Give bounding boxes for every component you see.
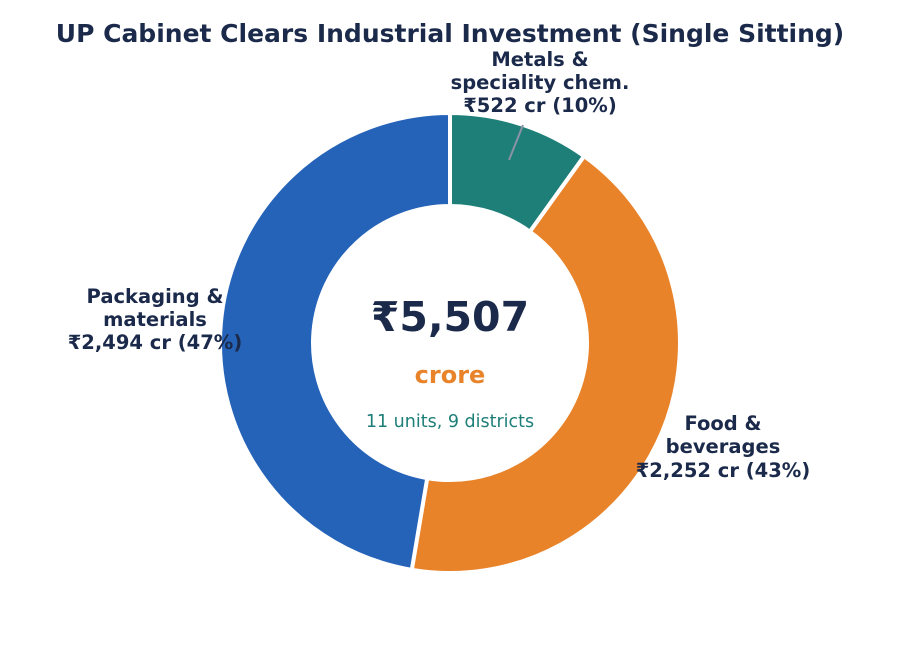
donut-slice [218,110,452,573]
donut-slice [409,153,682,575]
chart-title: UP Cabinet Clears Industrial Investment … [56,19,844,48]
center-unit: crore [415,361,486,389]
center-total: ₹5,507 [371,293,529,341]
slice-value-label: ₹2,494 cr (47%) [67,331,243,354]
slice-value-label: ₹522 cr (10%) [463,94,617,117]
center-note: 11 units, 9 districts [366,412,534,432]
slice-label: Packaging & materials [86,285,224,331]
slice-label: Metals & speciality chem. [450,48,630,94]
leader-line [508,124,524,161]
slice-label: Food & beverages [665,412,781,458]
slice-value-label: ₹2,252 cr (43%) [635,459,811,482]
